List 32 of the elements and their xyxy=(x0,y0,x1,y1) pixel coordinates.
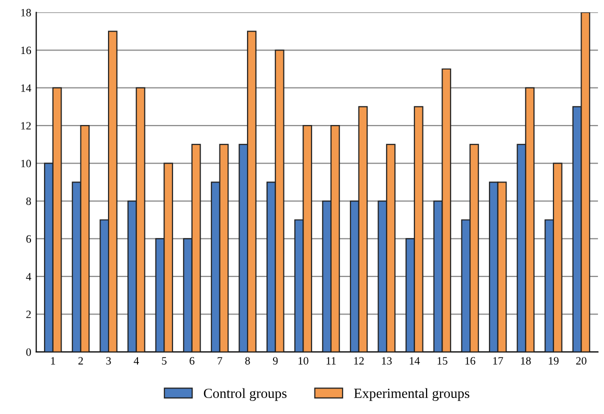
legend-label: Control groups xyxy=(204,388,287,401)
x-tick-label: 4 xyxy=(134,357,139,364)
y-tick-label: 14 xyxy=(21,84,32,92)
legend-label: Experimental groups xyxy=(354,388,470,401)
x-tick-label: 9 xyxy=(272,357,278,365)
x-tick-label: 10 xyxy=(298,357,308,365)
x-tick-label: 5 xyxy=(162,357,166,365)
x-tick-label: 6 xyxy=(190,357,194,365)
x-tick-label: 17 xyxy=(493,357,504,364)
x-tick-label: 8 xyxy=(245,357,250,365)
x-tick-label: 7 xyxy=(218,357,222,364)
x-tick-label: 15 xyxy=(438,357,448,365)
x-tick-label: 14 xyxy=(410,357,420,364)
x-tick-label: 16 xyxy=(465,357,476,365)
x-tick-label: 11 xyxy=(326,357,336,364)
x-tick-label: 19 xyxy=(548,357,559,365)
x-tick-label: 13 xyxy=(382,357,392,365)
y-tick-label: 0 xyxy=(26,348,31,356)
y-tick-label: 10 xyxy=(21,160,31,168)
y-tick-label: 18 xyxy=(21,8,31,16)
x-tick-label: 20 xyxy=(576,357,586,365)
y-tick-label: 2 xyxy=(26,310,31,318)
y-tick-label: 16 xyxy=(21,46,32,54)
y-tick-label: 12 xyxy=(21,122,31,130)
y-tick-label: 8 xyxy=(26,197,31,205)
y-tick-label: 6 xyxy=(26,235,32,243)
x-tick-label: 2 xyxy=(78,357,83,364)
y-tick-label: 4 xyxy=(26,273,32,280)
x-tick-label: 18 xyxy=(521,357,531,365)
x-tick-label: 3 xyxy=(106,357,111,365)
x-tick-label: 12 xyxy=(354,357,364,364)
x-tick-label: 1 xyxy=(51,357,56,364)
